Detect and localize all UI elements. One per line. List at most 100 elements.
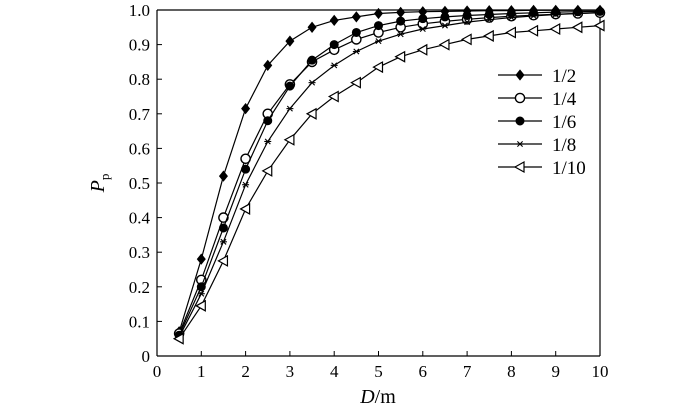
data-point-marker bbox=[552, 11, 560, 18]
data-point-marker bbox=[307, 21, 317, 33]
data-point-marker bbox=[264, 138, 272, 145]
data-point-marker bbox=[352, 48, 360, 55]
data-point-marker bbox=[307, 55, 317, 65]
x-tick-label: 6 bbox=[419, 362, 428, 381]
data-point-marker bbox=[394, 50, 406, 63]
x-tick-label: 7 bbox=[463, 362, 472, 381]
data-point-marker bbox=[375, 38, 382, 45]
legend-marker bbox=[516, 140, 524, 148]
data-point-marker bbox=[218, 170, 228, 182]
data-point-marker bbox=[397, 31, 405, 38]
series-5 bbox=[172, 19, 605, 345]
data-point-marker bbox=[218, 212, 229, 223]
data-point-marker bbox=[241, 164, 251, 174]
y-axis-title-main: P bbox=[87, 180, 109, 193]
data-point-marker bbox=[373, 7, 384, 20]
series-line bbox=[178, 10, 601, 336]
data-point-marker bbox=[462, 11, 472, 21]
series-line bbox=[178, 11, 601, 338]
data-point-marker bbox=[506, 8, 516, 18]
data-point-marker bbox=[239, 202, 251, 215]
x-tick-label: 2 bbox=[241, 362, 250, 381]
data-point-marker bbox=[372, 61, 384, 74]
legend-item: 1/2 bbox=[498, 66, 576, 87]
data-point-marker bbox=[571, 21, 583, 34]
x-axis-title-main: D bbox=[359, 386, 375, 408]
data-point-marker bbox=[596, 9, 604, 16]
data-point-marker bbox=[351, 27, 361, 37]
axes bbox=[156, 9, 601, 357]
series-4 bbox=[175, 9, 604, 340]
data-point-marker bbox=[329, 14, 339, 27]
data-point-marker bbox=[549, 23, 561, 36]
data-point-marker bbox=[507, 14, 515, 21]
data-point-marker bbox=[242, 181, 250, 188]
data-point-marker bbox=[351, 11, 361, 23]
y-tick-label: 0.4 bbox=[129, 209, 151, 228]
series-line bbox=[178, 25, 601, 340]
legend-label: 1/2 bbox=[552, 66, 576, 87]
data-point-marker bbox=[329, 40, 339, 50]
data-point-marker bbox=[441, 22, 449, 29]
x-tick-label: 8 bbox=[507, 362, 516, 381]
legend-label: 1/6 bbox=[552, 112, 576, 133]
data-point-marker bbox=[350, 76, 361, 89]
y-axis-title-sub: p bbox=[97, 174, 112, 181]
legend-item: 1/10 bbox=[498, 158, 586, 179]
y-tick-label: 0.5 bbox=[129, 174, 150, 193]
data-point-marker bbox=[327, 90, 339, 103]
legend-label: 1/4 bbox=[552, 89, 577, 110]
data-point-marker bbox=[460, 33, 472, 46]
x-tick-label: 10 bbox=[592, 362, 609, 381]
data-point-marker bbox=[330, 62, 338, 69]
x-tick-label: 5 bbox=[374, 362, 383, 381]
data-point-marker bbox=[283, 133, 295, 146]
data-point-marker bbox=[197, 290, 205, 297]
data-point-marker bbox=[396, 16, 406, 26]
data-point-marker bbox=[396, 6, 406, 19]
data-point-marker bbox=[483, 29, 494, 42]
legend-marker bbox=[514, 92, 526, 104]
data-point-marker bbox=[573, 7, 583, 17]
y-tick-label: 0.3 bbox=[129, 243, 150, 262]
data-point-marker bbox=[263, 59, 273, 72]
series-layer bbox=[172, 4, 606, 345]
x-axis-title: D/m bbox=[359, 386, 396, 408]
data-point-marker bbox=[286, 105, 294, 112]
y-tick-label: 0.2 bbox=[129, 278, 150, 297]
data-point-marker bbox=[285, 81, 295, 91]
series-1 bbox=[174, 4, 605, 338]
y-tick-label: 0.9 bbox=[129, 36, 150, 55]
series-line bbox=[178, 12, 601, 334]
x-tick-label: 4 bbox=[330, 362, 339, 381]
data-point-marker bbox=[416, 43, 428, 56]
legend: 1/21/41/61/81/10 bbox=[498, 66, 586, 179]
y-tick-label: 0 bbox=[142, 347, 151, 366]
y-tick-label: 0.7 bbox=[129, 105, 151, 124]
x-tick-label: 0 bbox=[153, 362, 162, 381]
y-tick-label: 0.8 bbox=[129, 70, 150, 89]
y-axis-title: Pp bbox=[87, 174, 112, 194]
legend-item: 1/4 bbox=[498, 89, 577, 110]
series-2 bbox=[173, 7, 606, 339]
data-point-marker bbox=[195, 299, 206, 312]
y-tick-label: 1.0 bbox=[129, 1, 150, 20]
legend-marker bbox=[515, 69, 525, 81]
data-point-marker bbox=[595, 6, 605, 16]
data-point-marker bbox=[484, 9, 494, 19]
data-point-marker bbox=[505, 26, 517, 39]
data-point-marker bbox=[463, 19, 471, 26]
data-point-marker bbox=[308, 79, 316, 86]
x-axis-title-unit: /m bbox=[375, 386, 397, 408]
data-point-marker bbox=[374, 21, 383, 31]
data-point-marker bbox=[285, 35, 295, 47]
data-point-marker bbox=[218, 223, 228, 233]
legend-item: 1/6 bbox=[498, 112, 576, 133]
data-point-marker bbox=[219, 238, 227, 245]
y-ticks: 0 0.1 0.2 0.3 0.4 0.5 0.6 0.7 0.8 0.9 1.0 bbox=[129, 1, 162, 366]
data-point-marker bbox=[593, 19, 605, 32]
x-tick-label: 3 bbox=[286, 362, 295, 381]
legend-label: 1/10 bbox=[552, 158, 586, 179]
data-point-marker bbox=[263, 116, 273, 126]
